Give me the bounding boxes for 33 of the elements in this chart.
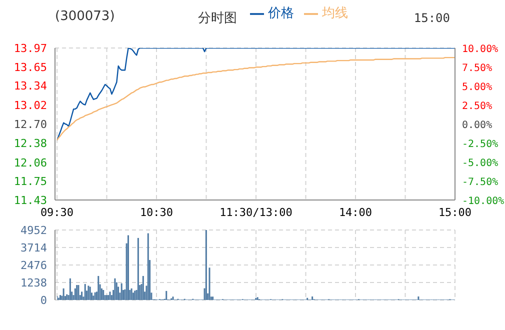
- y-tick-label: 11.75: [14, 174, 47, 188]
- y-tick-label: 12.06: [14, 156, 47, 170]
- y2-tick-label: 7.50%: [462, 63, 492, 74]
- legend-label: 均线: [322, 5, 348, 20]
- y2-tick-label: 5.00%: [462, 82, 492, 93]
- x-tick-label: 15:00: [438, 206, 472, 219]
- y-tick-label: 1238: [20, 276, 47, 290]
- text: 15:00: [414, 11, 450, 25]
- y-tick-label: 13.34: [14, 80, 48, 93]
- legend-label: 价格: [268, 5, 294, 20]
- y-tick-label: 13.02: [14, 98, 47, 112]
- x-tick-label: 14:00: [338, 206, 372, 219]
- y2-tick-label: -7.50%: [462, 177, 498, 188]
- chart-title: 分时图: [198, 10, 237, 27]
- y2-tick-label: 0.00%: [462, 120, 492, 131]
- y2-tick-label: -2.50%: [462, 139, 498, 150]
- y-tick-label: 4952: [20, 224, 47, 237]
- x-tick-label: 09:30: [40, 206, 74, 219]
- y2-tick-label: -5.00%: [462, 158, 498, 169]
- x-tick-label: 10:30: [140, 206, 174, 219]
- y-tick-label: 0: [40, 294, 47, 307]
- y-tick-label: 12.38: [14, 137, 47, 150]
- x-tick-label: 11:30/13:00: [220, 206, 292, 219]
- y-tick-label: 3714: [20, 241, 48, 254]
- chart-subtitle: (300073): [55, 9, 115, 24]
- y-tick-label: 12.70: [14, 118, 47, 131]
- y2-tick-label: 2.50%: [462, 101, 492, 112]
- y-tick-label: 13.65: [14, 61, 47, 74]
- y2-tick-label: -10.00%: [462, 196, 504, 207]
- y-tick-label: 2476: [20, 258, 47, 272]
- y2-tick-label: 10.00%: [462, 44, 498, 55]
- y-tick-label: 13.97: [14, 42, 47, 55]
- y-tick-label: 11.43: [14, 194, 47, 207]
